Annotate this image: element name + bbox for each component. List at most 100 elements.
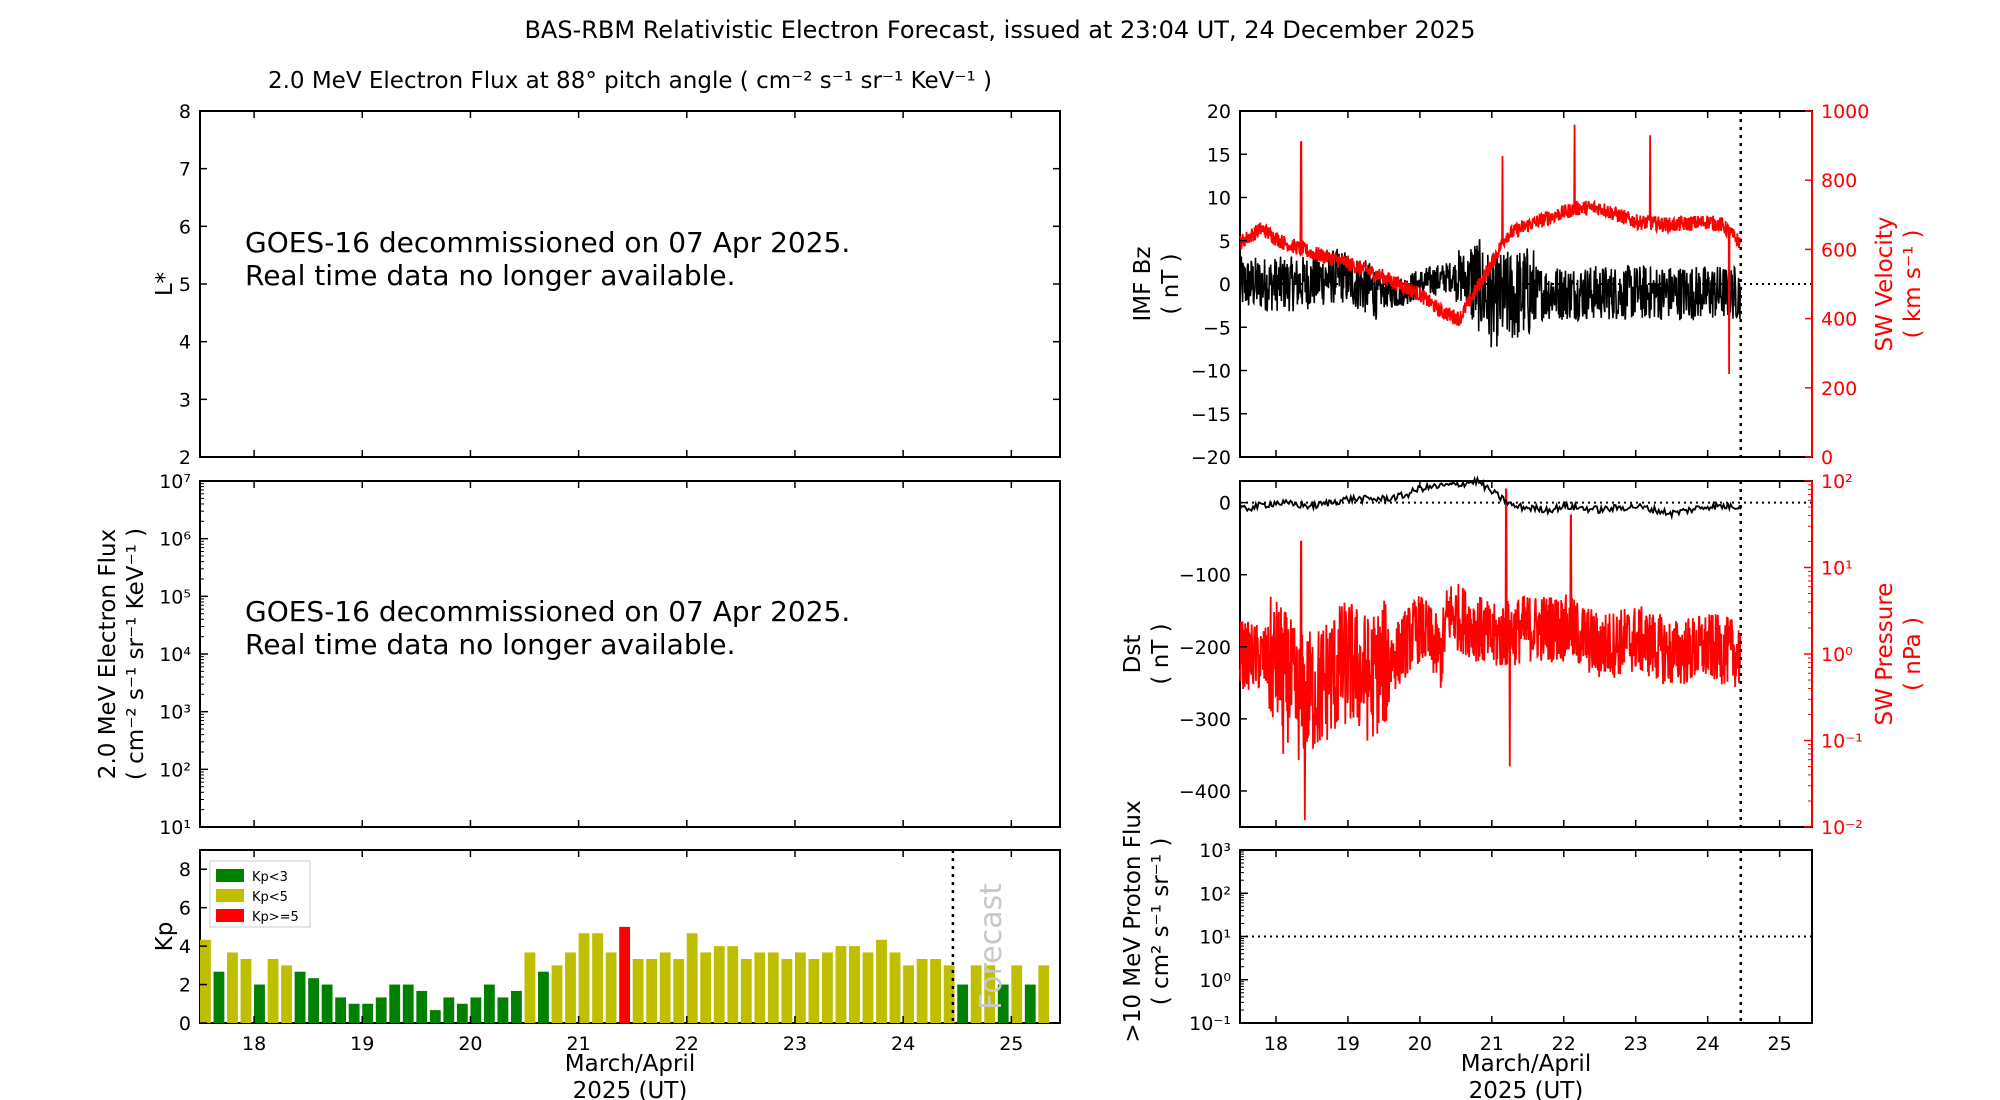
- kp-bar-42: [767, 952, 779, 1023]
- kp-bar-30: [605, 952, 617, 1023]
- bz-ytick-label-0: −20: [1191, 447, 1231, 469]
- kp-bar-59: [997, 984, 1009, 1023]
- flux-ytick-label-1: 10²: [159, 759, 191, 781]
- kp-bar-3: [240, 958, 252, 1023]
- kp-bar-0: [200, 939, 211, 1023]
- kp-legend-label-2: Kp>=5: [252, 910, 299, 925]
- kp-bar-24: [524, 952, 536, 1023]
- kp-bar-14: [389, 984, 401, 1023]
- kp-bar-10: [335, 997, 347, 1023]
- kp-bar-32: [632, 958, 644, 1023]
- kp-bar-54: [930, 958, 942, 1023]
- vsw-ylabel: SW Velocity( km s⁻¹ ): [1872, 217, 1926, 352]
- kp-xtick-label-22: 22: [675, 1033, 699, 1055]
- kp-bar-44: [794, 952, 806, 1023]
- kp-bar-37: [700, 952, 712, 1023]
- bz-ytick-label-4: 0: [1219, 274, 1231, 296]
- kp-bar-16: [416, 990, 428, 1023]
- kp-bar-39: [727, 946, 739, 1023]
- vsw-y2tick-label-4: 800: [1821, 170, 1857, 192]
- bz-ytick-label-1: −15: [1191, 404, 1231, 426]
- kp-bar-46: [822, 952, 833, 1023]
- kp-bar-51: [889, 952, 901, 1023]
- flux-frame: [199, 480, 1061, 828]
- kp-xtick-label-24: 24: [891, 1033, 915, 1055]
- proton-xtick-label-21: 21: [1480, 1033, 1504, 1055]
- kp-legend-label-0: Kp<3: [252, 870, 288, 885]
- proton-ylabel: >10 MeV Proton Flux( cm² s⁻¹ sr⁻¹ ): [1120, 800, 1174, 1042]
- flux-ytick-label-5: 10⁶: [159, 529, 191, 551]
- flux-ytick-label-0: 10¹: [159, 817, 191, 839]
- dst-ytick-label-4: 0: [1219, 493, 1231, 515]
- kp-bar-8: [308, 978, 319, 1023]
- dst-pressure-panel: −400 −300 −200 −100 0 10⁻² 10⁻¹ 10⁰ 10¹ 10² Dst( n…: [1120, 471, 1926, 839]
- flux-panel: 10¹ 10² 10³ 10⁴ 10⁵ 10⁶ 10⁷ 2.0 MeV Electron Fl…: [95, 471, 1061, 839]
- kp-bar-13: [375, 997, 387, 1023]
- dst-ytick-label-0: −400: [1179, 781, 1231, 803]
- kp-bar-55: [943, 965, 955, 1023]
- lstar-panel: 2 3 4 5 6 7 8 L*: [152, 101, 1061, 469]
- kp-bar-60: [1011, 965, 1023, 1023]
- kp-bar-17: [429, 1010, 441, 1023]
- flux-ytick-label-3: 10⁴: [159, 644, 191, 666]
- kp-legend-swatch-1: [216, 889, 244, 902]
- kp-bar-62: [1038, 965, 1050, 1023]
- vsw-y2tick-label-0: 0: [1821, 447, 1833, 469]
- kp-bar-23: [511, 990, 522, 1023]
- kp-bar-49: [862, 952, 874, 1023]
- kp-bar-19: [456, 1003, 468, 1023]
- proton-ytick-label-2: 10¹: [1199, 927, 1231, 949]
- lstar-message: GOES-16 decommissioned on 07 Apr 2025. R…: [245, 226, 850, 292]
- psw-y2tick-label-4: 10²: [1821, 471, 1853, 493]
- kp-xtick-label-25: 25: [999, 1033, 1023, 1055]
- kp-bar-25: [538, 971, 549, 1023]
- kp-ytick-label-2: 4: [179, 936, 191, 958]
- lstar-message-line1: GOES-16 decommissioned on 07 Apr 2025.: [245, 226, 851, 259]
- kp-xlabel-line1: March/April: [565, 1051, 695, 1077]
- kp-bar-52: [903, 965, 914, 1023]
- kp-bar-9: [321, 984, 333, 1023]
- bz-ytick-label-7: 15: [1207, 144, 1231, 166]
- kp-bar-34: [659, 952, 671, 1023]
- kp-bar-36: [686, 933, 698, 1023]
- flux-ytick-label-2: 10³: [159, 702, 191, 724]
- bz-ytick-label-3: −5: [1203, 317, 1231, 339]
- kp-ytick-label-4: 8: [179, 859, 191, 881]
- bz-ylabel: IMF Bz( nT ): [1130, 246, 1184, 321]
- kp-bar-48: [849, 946, 860, 1023]
- flux-message-line1: GOES-16 decommissioned on 07 Apr 2025.: [245, 595, 851, 628]
- bz-ytick-label-2: −10: [1191, 361, 1231, 383]
- proton-xtick-label-24: 24: [1696, 1033, 1720, 1055]
- proton-xtick-label-20: 20: [1408, 1033, 1432, 1055]
- vsw-y2tick-label-3: 600: [1821, 239, 1857, 261]
- vsw-y2tick-label-5: 1000: [1821, 101, 1869, 123]
- kp-bar-12: [362, 1003, 374, 1023]
- lstar-message-line2: Real time data no longer available.: [245, 259, 736, 292]
- lstar-ytick-label-2: 4: [179, 332, 191, 354]
- kp-bar-22: [497, 997, 509, 1023]
- kp-xtick-label-19: 19: [350, 1033, 374, 1055]
- psw-y2tick-label-3: 10¹: [1821, 558, 1853, 580]
- bz-velocity-panel: −20−15−10−50510152002004006008001000IMF …: [1130, 101, 1926, 469]
- kp-bar-40: [740, 958, 752, 1023]
- kp-legend-swatch-0: [216, 869, 244, 882]
- kp-bar-27: [565, 952, 576, 1023]
- psw-series: [1239, 488, 1742, 821]
- flux-message: GOES-16 decommissioned on 07 Apr 2025. R…: [245, 595, 850, 661]
- kp-bar-28: [578, 933, 590, 1023]
- kp-bar-21: [483, 984, 495, 1023]
- psw-y2tick-label-1: 10⁻¹: [1821, 731, 1863, 753]
- proton-xtick-label-25: 25: [1768, 1033, 1792, 1055]
- proton-flux-panel: 18 19 20 21 22 23 24 25 10⁻¹ 10⁰ 10¹ 10² 10³ >10 MeV …: [1120, 800, 1813, 1100]
- proton-ytick-label-1: 10⁰: [1199, 970, 1231, 992]
- kp-bar-43: [781, 958, 793, 1023]
- flux-message-line2: Real time data no longer available.: [245, 628, 736, 661]
- dst-ylabel: Dst( nT ): [1120, 623, 1174, 684]
- kp-bar-31: [619, 926, 630, 1023]
- kp-bar-35: [673, 958, 685, 1023]
- kp-bar-5: [267, 958, 279, 1023]
- proton-xtick-label-23: 23: [1624, 1033, 1648, 1055]
- vsw-y2tick-label-2: 400: [1821, 309, 1857, 331]
- proton-xtick-label-19: 19: [1336, 1033, 1360, 1055]
